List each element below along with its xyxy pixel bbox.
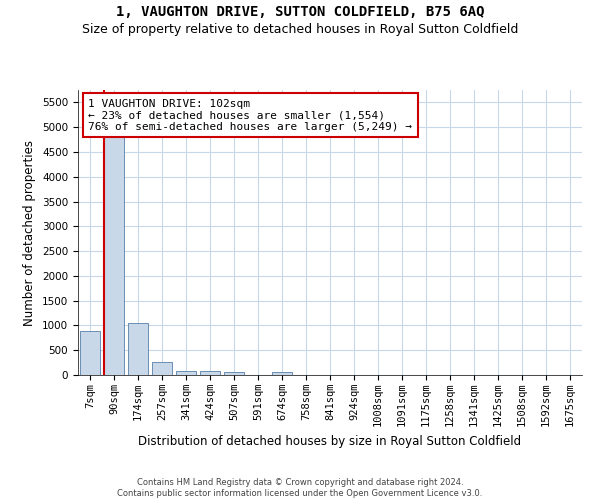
Text: 1, VAUGHTON DRIVE, SUTTON COLDFIELD, B75 6AQ: 1, VAUGHTON DRIVE, SUTTON COLDFIELD, B75… xyxy=(116,5,484,19)
Bar xyxy=(272,372,292,375)
Bar xyxy=(200,372,220,375)
Bar xyxy=(128,324,148,375)
Text: 1 VAUGHTON DRIVE: 102sqm
← 23% of detached houses are smaller (1,554)
76% of sem: 1 VAUGHTON DRIVE: 102sqm ← 23% of detach… xyxy=(88,98,412,132)
Bar xyxy=(104,102,124,375)
Bar xyxy=(152,362,172,375)
Text: Contains HM Land Registry data © Crown copyright and database right 2024.
Contai: Contains HM Land Registry data © Crown c… xyxy=(118,478,482,498)
Text: Size of property relative to detached houses in Royal Sutton Coldfield: Size of property relative to detached ho… xyxy=(82,22,518,36)
Bar xyxy=(80,332,100,375)
Y-axis label: Number of detached properties: Number of detached properties xyxy=(23,140,37,326)
Bar xyxy=(176,370,196,375)
Bar xyxy=(224,372,244,375)
Text: Distribution of detached houses by size in Royal Sutton Coldfield: Distribution of detached houses by size … xyxy=(139,435,521,448)
